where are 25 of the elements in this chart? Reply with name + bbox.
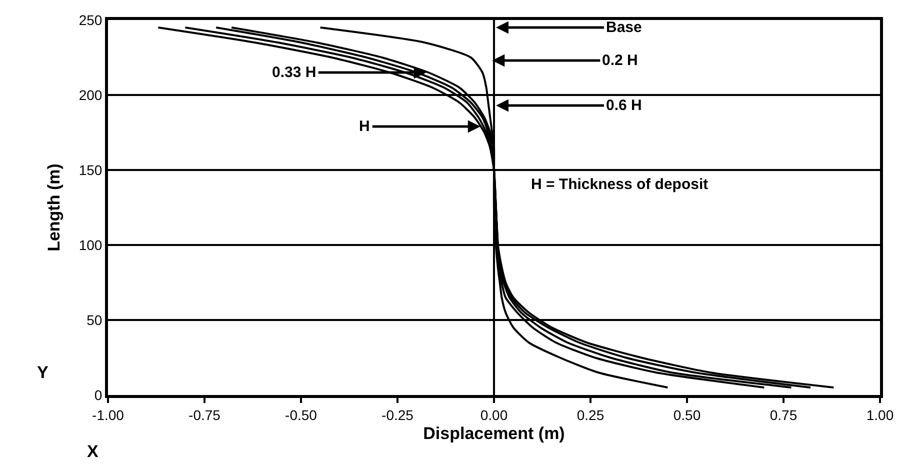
annotation: 0.2 H (602, 52, 638, 69)
x-tick-label: 1.00 (866, 406, 894, 423)
x-tick-label: -0.75 (188, 406, 221, 423)
x-tick-label: -0.25 (382, 406, 414, 423)
x-tick-label: 0.75 (770, 406, 798, 423)
y-axis-title: Length (m) (44, 164, 64, 252)
y-tick-label: 50 (86, 312, 102, 328)
annotation: Base (606, 19, 642, 36)
annotation: 0.33 H (272, 64, 316, 81)
text: X (87, 442, 99, 461)
x-axis-title: Displacement (m) (423, 424, 565, 444)
y-tick-label: 200 (78, 86, 102, 103)
annotation: H (359, 118, 370, 135)
x-tick-label: -0.50 (285, 406, 318, 423)
y-tick-label: 250 (78, 12, 102, 28)
x-tick-label: 0.00 (480, 406, 508, 423)
y-tick-label: 0 (94, 386, 102, 403)
annotation: 0.6 H (606, 97, 642, 114)
annotation: H = Thickness of deposit (531, 176, 708, 193)
x-tick-label: 0.50 (673, 406, 701, 423)
x-tick-label: 0.25 (576, 406, 604, 423)
x-tick-label: -1.00 (92, 406, 124, 423)
y-tick-label: 150 (78, 162, 102, 178)
y-tick-label: 100 (78, 236, 102, 253)
text: Y (37, 363, 49, 382)
